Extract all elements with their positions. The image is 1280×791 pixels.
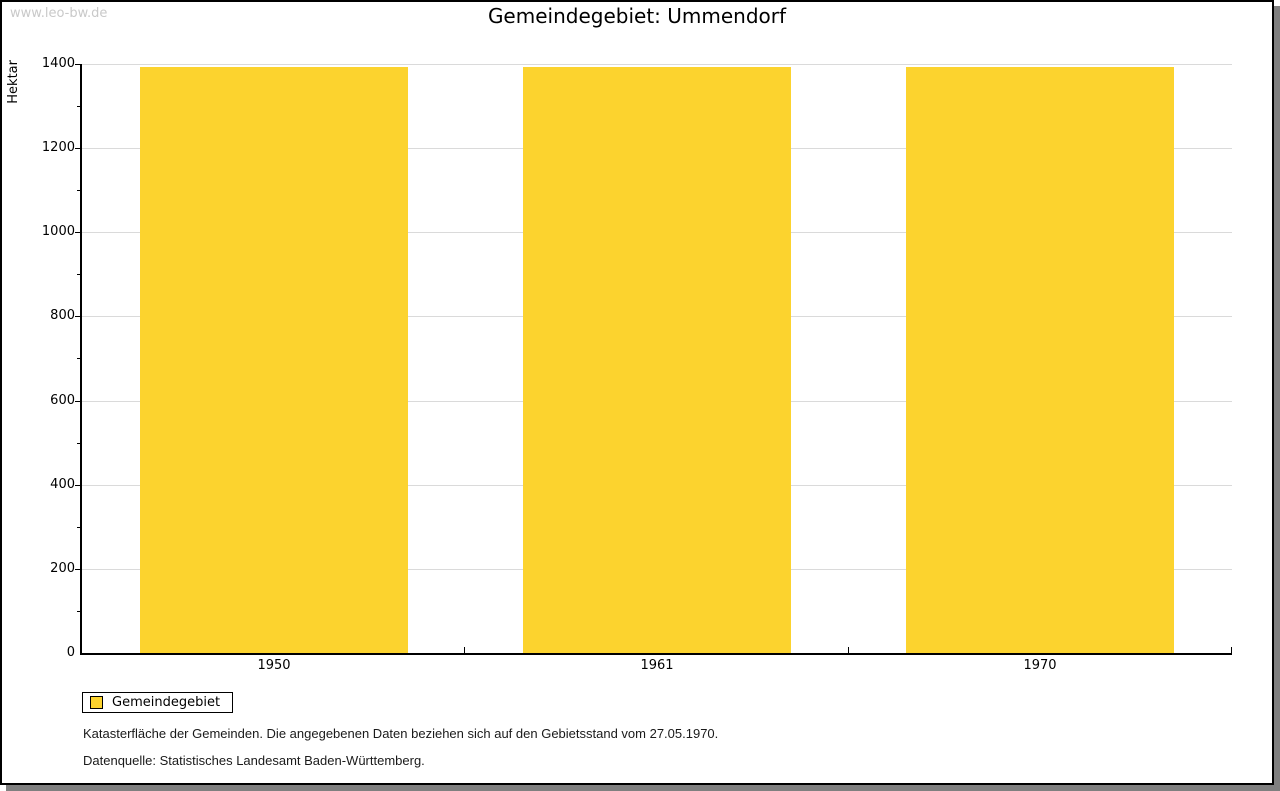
- chart-title: Gemeindegebiet: Ummendorf: [487, 4, 787, 28]
- source-note: Datenquelle: Statistisches Landesamt Bad…: [83, 753, 425, 768]
- y-tick-label-600: 600: [50, 393, 75, 408]
- y-tick-1100: [77, 190, 80, 191]
- y-tick-label-1200: 1200: [41, 140, 75, 155]
- y-tick-label-1400: 1400: [41, 56, 75, 71]
- y-tick-700: [77, 358, 80, 359]
- y-tick-label-1000: 1000: [41, 224, 75, 239]
- y-tick-300: [77, 527, 80, 528]
- gridline-1400: [82, 64, 1232, 65]
- y-tick-1300: [77, 106, 80, 107]
- y-tick-1400: [75, 64, 80, 65]
- y-tick-1200: [75, 148, 80, 149]
- y-tick-label-200: 200: [50, 561, 75, 576]
- y-tick-200: [75, 569, 80, 570]
- y-tick-600: [75, 401, 80, 402]
- footnote-text: Katasterfläche der Gemeinden. Die angege…: [83, 726, 719, 741]
- legend-swatch: [90, 696, 103, 709]
- y-tick-900: [77, 274, 80, 275]
- y-tick-label-800: 800: [50, 308, 75, 323]
- x-tick-label-1970: 1970: [1023, 658, 1057, 673]
- y-tick-1000: [75, 232, 80, 233]
- x-boundary-tick-1: [464, 647, 465, 653]
- y-axis-title: Hektar: [6, 60, 21, 104]
- y-tick-800: [75, 316, 80, 317]
- watermark: www.leo-bw.de: [10, 6, 108, 21]
- bar-1950: [140, 67, 408, 653]
- legend: Gemeindegebiet: [82, 692, 234, 713]
- y-tick-label-400: 400: [50, 477, 75, 492]
- bar-1970: [906, 67, 1174, 653]
- x-boundary-tick-2: [848, 647, 849, 653]
- plot-area: 0 200 400 600 800 1000 1200 1400 1950 1961 1970: [42, 56, 1232, 673]
- legend-label: Gemeindegebiet: [112, 695, 221, 710]
- x-boundary-tick-3: [1231, 647, 1232, 653]
- x-tick-label-1961: 1961: [640, 658, 674, 673]
- y-tick-500: [77, 443, 80, 444]
- y-tick-400: [75, 485, 80, 486]
- bar-1961: [523, 67, 791, 653]
- x-tick-label-1950: 1950: [257, 658, 291, 673]
- y-tick-label-0: 0: [66, 645, 75, 660]
- y-tick-100: [77, 611, 80, 612]
